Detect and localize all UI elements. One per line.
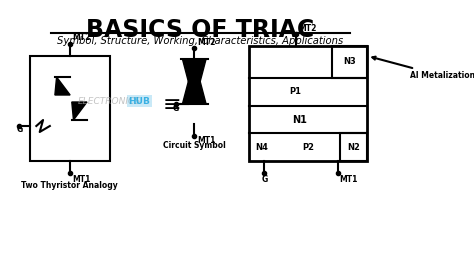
Text: Symbol, Structure, Working, Characteristics, Applications: Symbol, Structure, Working, Characterist… xyxy=(57,36,343,46)
Bar xyxy=(249,46,367,161)
Text: N3: N3 xyxy=(343,57,356,66)
Text: N4: N4 xyxy=(255,143,268,152)
Text: $\equiv$: $\equiv$ xyxy=(158,93,180,113)
Text: BASICS OF TRIAC: BASICS OF TRIAC xyxy=(86,18,314,42)
Text: P2: P2 xyxy=(302,143,314,152)
Text: HUB: HUB xyxy=(128,97,150,106)
Text: ELECTRONICS: ELECTRONICS xyxy=(78,97,141,106)
Text: MT2: MT2 xyxy=(298,24,317,33)
Text: N1: N1 xyxy=(292,115,307,125)
Polygon shape xyxy=(72,102,87,120)
Text: G: G xyxy=(261,175,267,184)
Text: G: G xyxy=(173,104,179,113)
Bar xyxy=(29,56,110,161)
Text: Al Metalization: Al Metalization xyxy=(373,57,474,81)
Text: MT2: MT2 xyxy=(197,38,215,47)
Text: MT1: MT1 xyxy=(339,175,358,184)
Text: P1: P1 xyxy=(290,88,301,97)
Text: N2: N2 xyxy=(347,143,360,152)
Bar xyxy=(340,133,367,161)
Text: MT2: MT2 xyxy=(72,33,91,42)
Polygon shape xyxy=(182,59,206,104)
Text: Two Thyristor Analogy: Two Thyristor Analogy xyxy=(21,181,118,190)
Text: Circuit Symbol: Circuit Symbol xyxy=(163,141,226,150)
Text: MT1: MT1 xyxy=(72,175,91,184)
Polygon shape xyxy=(182,59,206,104)
Polygon shape xyxy=(55,77,70,95)
Text: MT1: MT1 xyxy=(197,136,215,145)
Bar xyxy=(332,46,367,78)
Text: G: G xyxy=(16,125,23,134)
